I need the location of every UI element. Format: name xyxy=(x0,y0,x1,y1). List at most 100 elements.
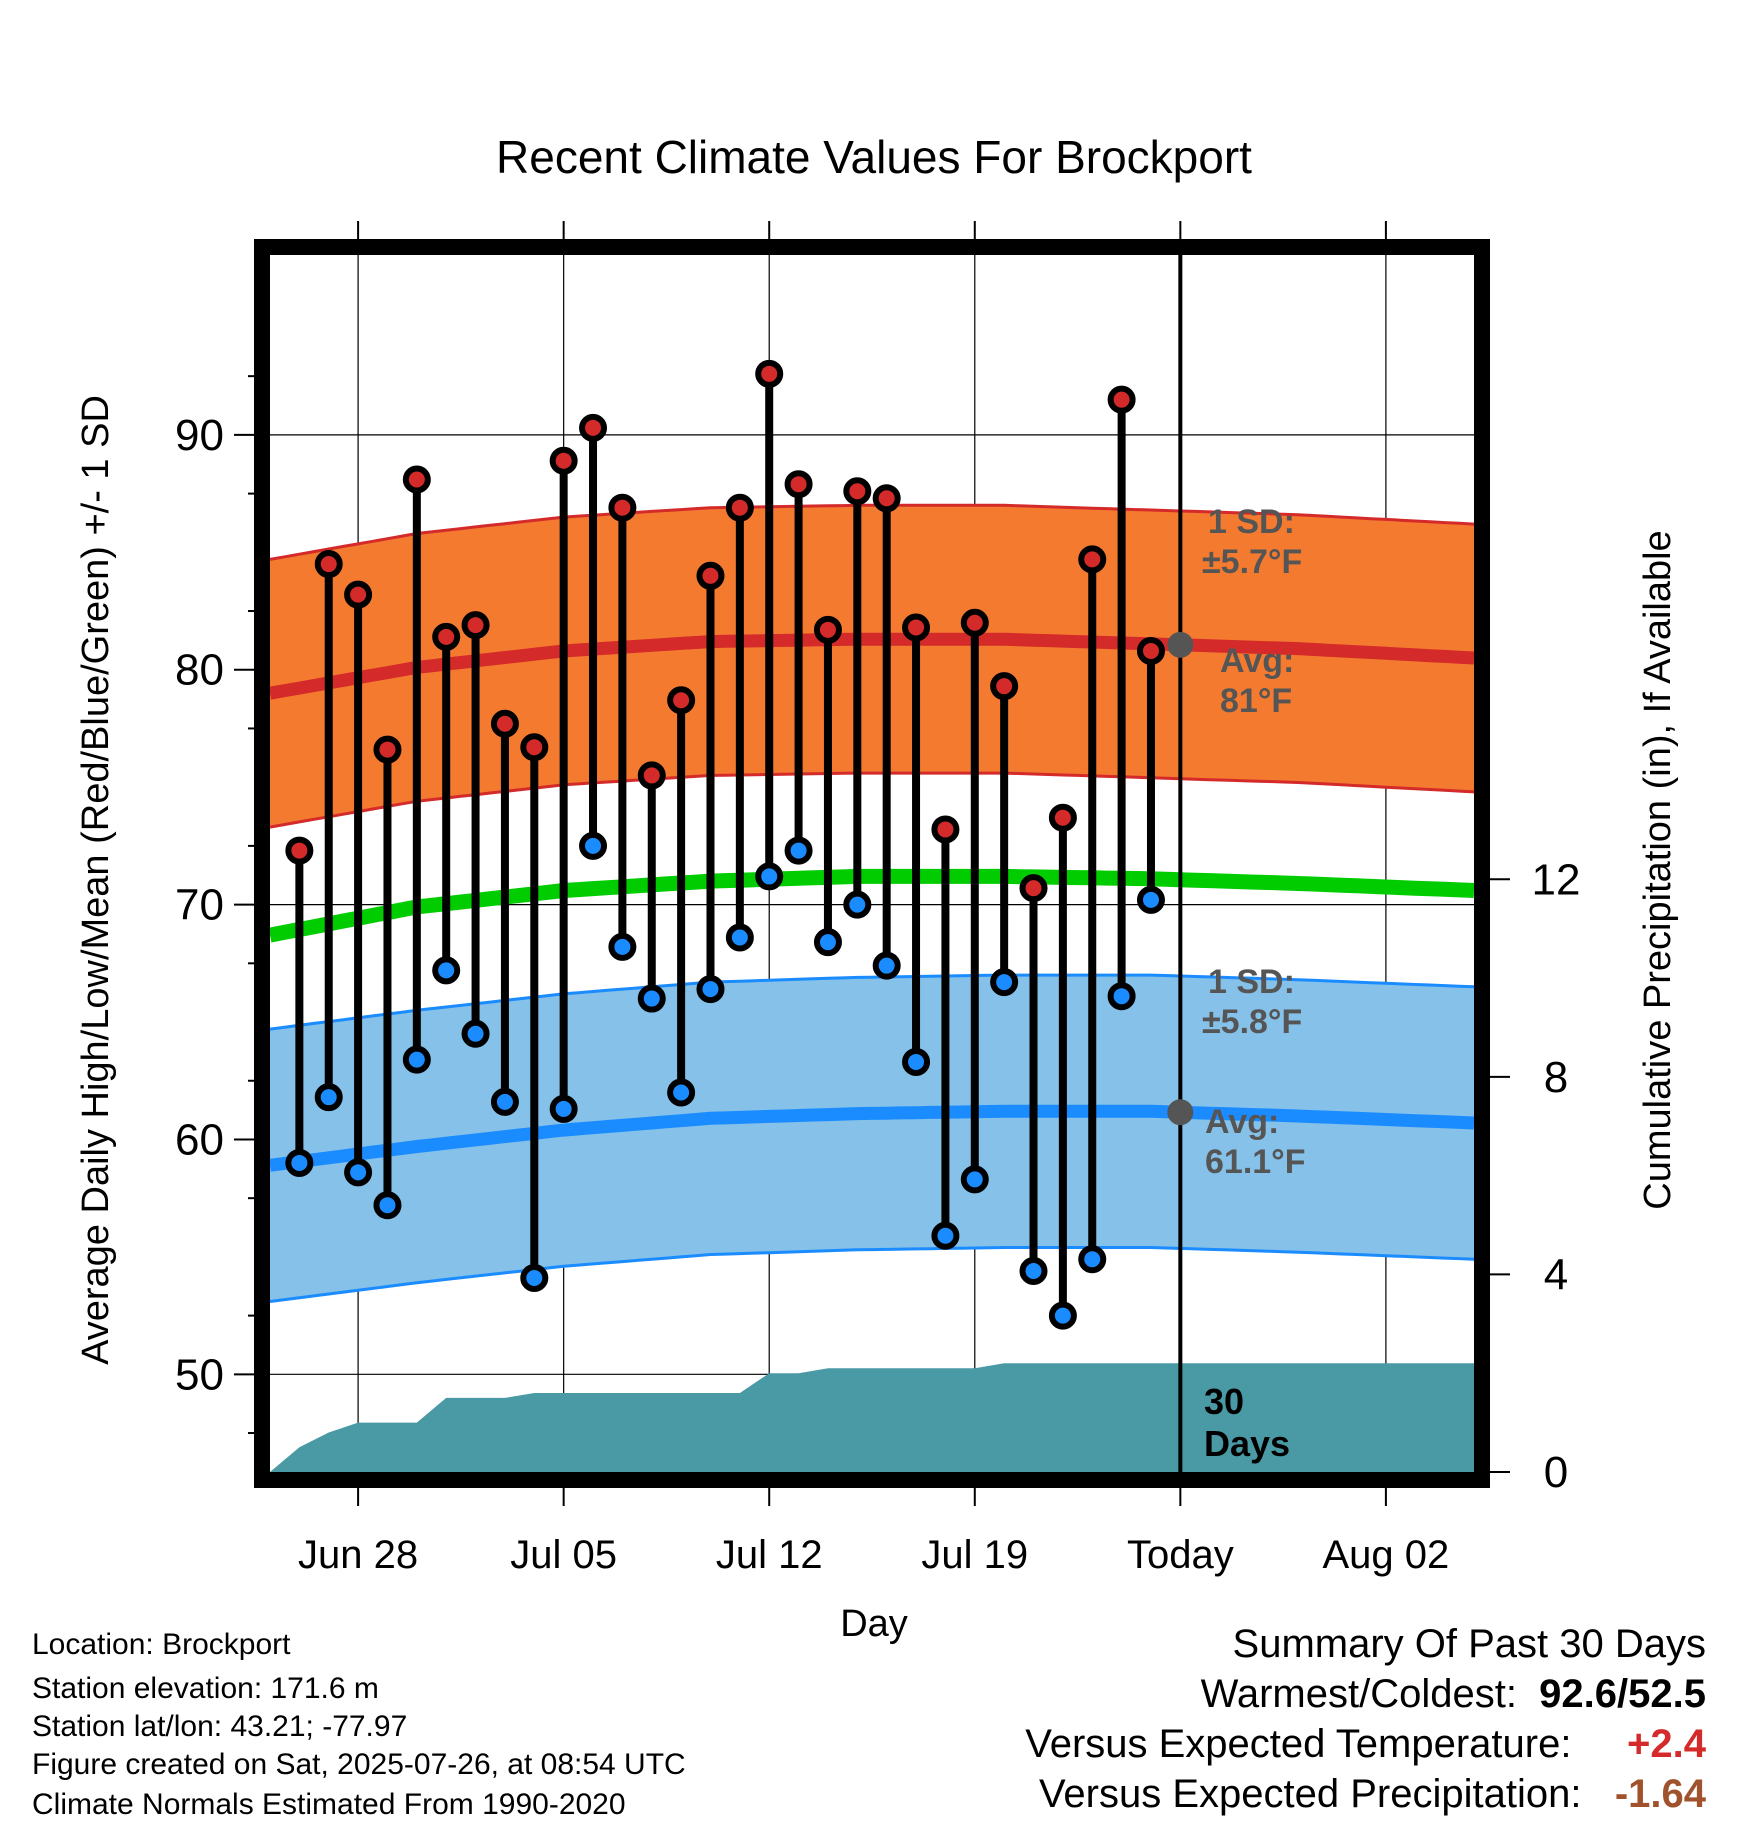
daily-high-point xyxy=(461,611,490,640)
low-sd-label: 1 SD: xyxy=(1208,963,1295,1001)
x-tick-label: Jul 19 xyxy=(921,1533,1028,1577)
y-axis-label: Average Daily High/Low/Mean (Red/Blue/Gr… xyxy=(75,395,117,1365)
daily-low-point xyxy=(1048,1301,1077,1330)
low-sd-lower-line xyxy=(269,1246,1475,1303)
high-sd-upper-line xyxy=(269,503,1475,561)
today-low-marker xyxy=(1167,1099,1194,1126)
plot-frame xyxy=(254,239,1490,1488)
daily-high-point xyxy=(931,815,960,844)
normal-mean-line xyxy=(268,868,1475,943)
daily-low-point xyxy=(461,1019,490,1048)
high-sd-value: ±5.7°F xyxy=(1202,543,1302,581)
y-tick-label: 90 xyxy=(175,411,224,460)
today-high-marker xyxy=(1167,631,1194,658)
temp-value: +2.4 xyxy=(1627,1722,1706,1766)
precip-area xyxy=(270,1363,1474,1480)
daily-low-point xyxy=(432,956,461,985)
y2-tick-label: 8 xyxy=(1544,1053,1568,1102)
low-sd-value: ±5.8°F xyxy=(1202,1003,1302,1041)
daily-low-point xyxy=(402,1045,431,1074)
daily-low-point xyxy=(902,1047,931,1076)
warm-cold-label: Warmest/Coldest: xyxy=(1200,1672,1517,1716)
daily-high-point xyxy=(314,550,343,579)
daily-low-point xyxy=(784,836,813,865)
daily-low-point xyxy=(579,831,608,860)
daily-high-point xyxy=(285,836,314,865)
y2-axis-label: Cumulative Precipitation (in), If Availa… xyxy=(1637,530,1679,1209)
daily-high-point xyxy=(549,446,578,475)
daily-low-point xyxy=(667,1078,696,1107)
location-text: Location: Brockport xyxy=(32,1628,291,1661)
created-text: Figure created on Sat, 2025-07-26, at 08… xyxy=(32,1748,686,1781)
low-sd-band xyxy=(270,975,1474,1302)
daily-high-point xyxy=(432,622,461,651)
precip-value: -1.64 xyxy=(1614,1772,1706,1816)
high-avg-value: 81°F xyxy=(1220,682,1292,720)
daily-low-point xyxy=(843,890,872,919)
low-avg-label: Avg: xyxy=(1205,1103,1279,1141)
x-tick-label: Jul 05 xyxy=(510,1533,617,1577)
daily-low-point xyxy=(990,968,1019,997)
high-sd-label: 1 SD: xyxy=(1208,503,1295,541)
y-tick-label: 80 xyxy=(175,646,224,695)
daily-low-point xyxy=(813,928,842,957)
x-tick-label: Jun 28 xyxy=(298,1533,418,1577)
daily-low-point xyxy=(637,984,666,1013)
high-sd-lower-line xyxy=(269,771,1475,829)
warm-cold-value: 92.6/52.5 xyxy=(1539,1672,1706,1716)
daily-low-point xyxy=(344,1158,373,1187)
daily-high-point xyxy=(579,413,608,442)
precip-label: Versus Expected Precipitation: xyxy=(1038,1772,1582,1816)
daily-high-point xyxy=(608,493,637,522)
low-avg-value: 61.1°F xyxy=(1205,1143,1306,1181)
daily-high-point xyxy=(520,733,549,762)
elevation-text: Station elevation: 171.6 m xyxy=(32,1672,379,1705)
daily-high-point xyxy=(637,761,666,790)
daily-high-point xyxy=(843,477,872,506)
temp-label: Versus Expected Temperature: xyxy=(1025,1722,1572,1766)
daily-low-point xyxy=(608,932,637,961)
daily-low-point xyxy=(1019,1256,1048,1285)
daily-low-point xyxy=(1107,982,1136,1011)
normal-low-line xyxy=(269,1104,1475,1172)
daily-high-point xyxy=(902,613,931,642)
daily-high-point xyxy=(784,470,813,499)
daily-high-point xyxy=(1019,874,1048,903)
daily-high-point xyxy=(990,672,1019,701)
y2-tick-label: 0 xyxy=(1544,1448,1568,1497)
daily-low-point xyxy=(285,1148,314,1177)
daily-low-point xyxy=(725,923,754,952)
daily-high-point xyxy=(667,686,696,715)
daily-low-point xyxy=(314,1083,343,1112)
daily-high-point xyxy=(813,615,842,644)
low-sd-upper-line xyxy=(269,973,1475,1031)
daily-low-point xyxy=(960,1165,989,1194)
daily-low-point xyxy=(373,1191,402,1220)
high-sd-band xyxy=(270,505,1474,828)
normal-high-line xyxy=(268,632,1475,700)
daily-high-point xyxy=(755,359,784,388)
daily-low-point xyxy=(490,1087,519,1116)
summary-warm-cold: Warmest/Coldest: 92.6/52.5 xyxy=(1201,1672,1706,1717)
daily-low-point xyxy=(755,862,784,891)
daily-low-point xyxy=(549,1094,578,1123)
daily-high-point xyxy=(1078,545,1107,574)
high-avg-label: Avg: xyxy=(1220,642,1294,680)
daily-low-point xyxy=(872,951,901,980)
daily-high-point xyxy=(696,561,725,590)
summary-precip: Versus Expected Precipitation: -1.64 xyxy=(1039,1772,1706,1817)
daily-low-point xyxy=(1136,885,1165,914)
daily-high-point xyxy=(373,735,402,764)
precip-days-label: Days xyxy=(1204,1423,1290,1464)
precip-days-number: 30 xyxy=(1204,1381,1244,1422)
x-tick-label: Aug 02 xyxy=(1323,1533,1450,1577)
summary-heading: Summary Of Past 30 Days xyxy=(1232,1622,1706,1666)
summary-temp: Versus Expected Temperature: +2.4 xyxy=(1025,1722,1706,1767)
y-tick-label: 50 xyxy=(175,1350,224,1399)
daily-low-point xyxy=(696,975,725,1004)
x-axis-label: Day xyxy=(840,1603,908,1645)
daily-high-point xyxy=(1048,803,1077,832)
x-tick-label: Today xyxy=(1127,1533,1234,1577)
